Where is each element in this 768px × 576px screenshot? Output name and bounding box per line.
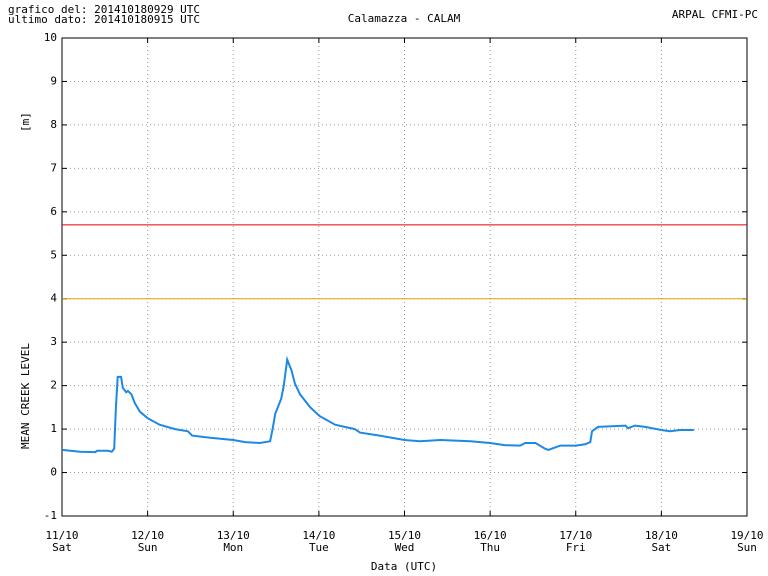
header-left: grafico del: 201410180929 UTC [8,3,200,16]
x-tick-label: 19/10 [730,529,763,542]
y-tick-label: 10 [44,31,57,44]
x-tick-label: 13/10 [217,529,250,542]
x-tick-day: Sun [737,541,757,554]
y-tick-label: 4 [50,292,57,305]
y-tick-label: 0 [50,466,57,479]
header-left: ultimo dato: 201410180915 UTC [8,13,200,26]
chart-title: Calamazza - CALAM [348,12,461,25]
x-tick-day: Sun [138,541,158,554]
plot-frame [61,37,748,517]
y-tick-label: 9 [50,74,57,87]
y-tick-label: -1 [44,509,57,522]
x-tick-label: 17/10 [559,529,592,542]
y-tick-label: 2 [50,379,57,392]
x-tick-day: Sat [651,541,671,554]
y-tick-label: 8 [50,118,57,131]
x-axis-title: Data (UTC) [371,560,437,573]
y-tick-label: 5 [50,248,57,261]
x-tick-day: Mon [223,541,243,554]
header-right: ARPAL CFMI-PC [672,8,758,21]
y-unit: [m] [19,112,32,132]
x-tick-label: 18/10 [645,529,678,542]
y-axis-title: MEAN CREEK LEVEL [19,343,32,449]
x-tick-day: Sat [52,541,72,554]
x-tick-label: 16/10 [474,529,507,542]
x-tick-label: 14/10 [302,529,335,542]
x-tick-day: Tue [309,541,329,554]
x-tick-day: Fri [566,541,586,554]
x-tick-day: Thu [480,541,500,554]
y-tick-label: 6 [50,205,57,218]
x-tick-label: 11/10 [45,529,78,542]
y-tick-label: 1 [50,422,57,435]
data-line [61,355,694,454]
x-tick-day: Wed [395,541,415,554]
x-tick-label: 12/10 [131,529,164,542]
y-tick-label: 3 [50,335,57,348]
y-tick-label: 7 [50,161,57,174]
x-tick-label: 15/10 [388,529,421,542]
